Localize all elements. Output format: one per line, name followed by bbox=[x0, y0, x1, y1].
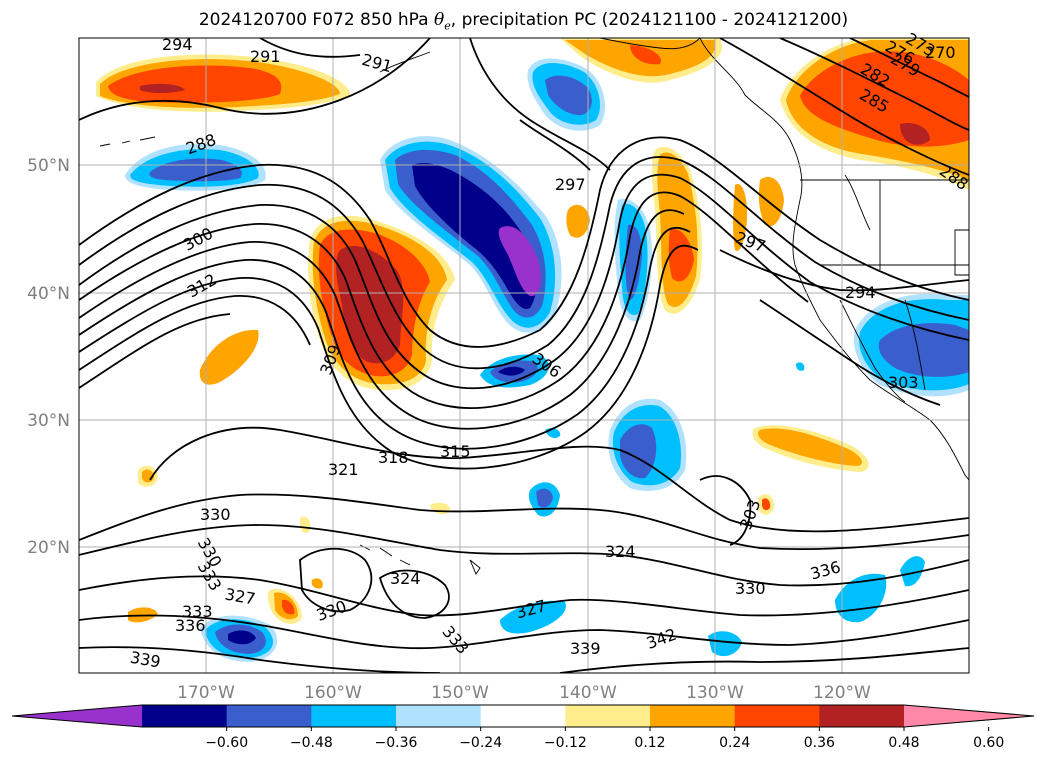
lat-label-20n: 20°N bbox=[27, 538, 70, 558]
colorbar-tick-label: −0.36 bbox=[375, 735, 418, 751]
contour-label: 327 bbox=[223, 585, 256, 609]
colorbar-tick-label: −0.48 bbox=[290, 735, 333, 751]
colorbar-outline bbox=[11, 704, 1035, 728]
contour-label: 315 bbox=[440, 442, 471, 461]
contour-label: 297 bbox=[555, 175, 586, 194]
contour-label: 330 bbox=[314, 597, 349, 625]
contour-label: 294 bbox=[845, 283, 876, 302]
contour-label: 303 bbox=[888, 373, 919, 392]
contour-label: 339 bbox=[129, 648, 162, 672]
colorbar-tick-label: −0.12 bbox=[544, 735, 587, 751]
contour-label: 330 bbox=[200, 505, 231, 524]
colorbar-tick-label: −0.60 bbox=[205, 735, 248, 751]
colorbar-segment bbox=[565, 705, 651, 727]
lat-label-50n: 50°N bbox=[27, 156, 70, 176]
colorbar-tick-label: 0.48 bbox=[888, 735, 919, 751]
theta-symbol: θe bbox=[434, 10, 451, 33]
contour-label: 342 bbox=[644, 625, 679, 653]
lon-label-160w: 160°W bbox=[304, 683, 362, 703]
colorbar-tick-label: −0.24 bbox=[459, 735, 502, 751]
colorbar-extend-high bbox=[904, 705, 1034, 727]
lat-label-30n: 30°N bbox=[27, 411, 70, 431]
colorbar-segment bbox=[650, 705, 736, 727]
colorbar-tick-label: 0.24 bbox=[719, 735, 750, 751]
contour-label: 333 bbox=[438, 622, 472, 658]
contour-label: 297 bbox=[733, 228, 768, 256]
colorbar-tick-label: 0.36 bbox=[804, 735, 835, 751]
colorbar-segment bbox=[226, 705, 312, 727]
contour-label: 324 bbox=[390, 569, 421, 588]
contour-label: 291 bbox=[360, 50, 394, 76]
lat-label-40n: 40°N bbox=[27, 284, 70, 304]
lon-label-120w: 120°W bbox=[813, 683, 871, 703]
contour-label: 321 bbox=[328, 460, 359, 479]
latitude-labels: 50°N 40°N 30°N 20°N bbox=[27, 156, 70, 558]
colorbar-segment bbox=[396, 705, 482, 727]
contour-label: 336 bbox=[175, 616, 206, 635]
colorbar-segment bbox=[734, 705, 820, 727]
colorbar: −0.60 −0.48 −0.36 −0.24 −0.12 0.12 0.24 0.36 0.4… bbox=[11, 704, 1035, 751]
contour-label: 330 bbox=[735, 579, 766, 598]
contour-label: 333 bbox=[182, 602, 213, 621]
map-title: 2024120700 F072 850 hPa θe, precipitatio… bbox=[198, 10, 849, 33]
colorbar-extend-low bbox=[12, 705, 142, 727]
contour-label: 336 bbox=[808, 557, 842, 583]
colorbar-tick-label: 0.60 bbox=[973, 735, 1004, 751]
colorbar-segment bbox=[480, 705, 566, 727]
contour-label: 339 bbox=[570, 639, 601, 658]
colorbar-tick-label: 0.12 bbox=[634, 735, 665, 751]
colorbar-segment bbox=[819, 705, 905, 727]
map-frame bbox=[78, 37, 970, 674]
contour-label: 324 bbox=[605, 542, 636, 561]
contour-label: 291 bbox=[250, 47, 281, 66]
contour-label: 294 bbox=[162, 35, 193, 54]
lon-label-140w: 140°W bbox=[559, 683, 617, 703]
colorbar-segment bbox=[142, 705, 228, 727]
lon-label-170w: 170°W bbox=[177, 683, 235, 703]
lon-label-130w: 130°W bbox=[686, 683, 744, 703]
contour-label: 270 bbox=[925, 43, 956, 62]
colorbar-segment bbox=[311, 705, 397, 727]
precipitation-shading bbox=[96, 38, 969, 662]
lon-label-150w: 150°W bbox=[431, 683, 489, 703]
contour-label: 318 bbox=[378, 448, 409, 467]
longitude-labels: 170°W 160°W 150°W 140°W 130°W 120°W bbox=[177, 683, 871, 703]
coastlines bbox=[99, 38, 969, 575]
theta-e-contours bbox=[79, 38, 969, 673]
